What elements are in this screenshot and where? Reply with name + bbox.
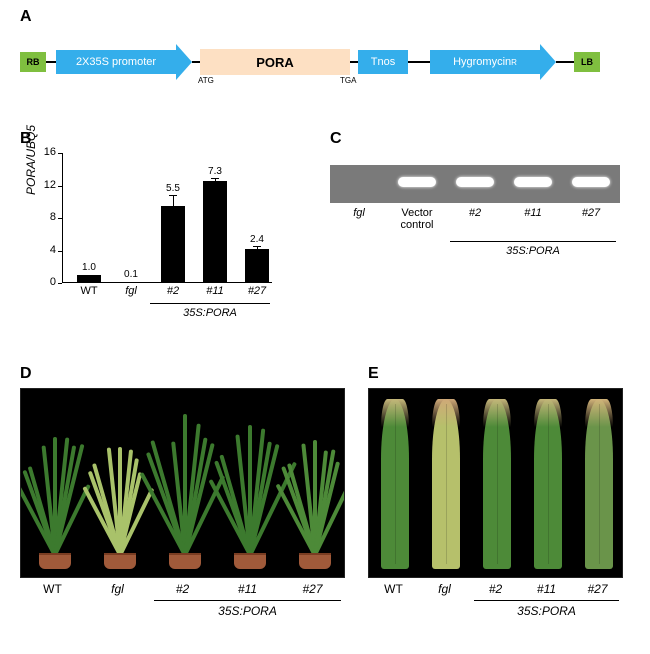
lane-label: Vectorcontrol	[388, 207, 446, 231]
panel-a-construct: RB 2X35S promoter ATG PORA TGA Tnos Hygr…	[20, 18, 630, 118]
gel-band	[572, 177, 610, 187]
leaf	[483, 399, 511, 569]
lane-label: #2	[446, 207, 504, 219]
plant	[29, 419, 79, 569]
sample-label: #27	[572, 582, 623, 596]
promoter-arrow: 2X35S promoter	[56, 50, 176, 74]
plant	[159, 419, 209, 569]
bar	[119, 282, 143, 283]
leaf	[381, 399, 409, 569]
group-label: 35S:PORA	[474, 604, 619, 618]
x-category-label: #2	[155, 285, 191, 297]
leaves-photo	[368, 388, 623, 578]
x-category-label: fgl	[113, 285, 149, 297]
plant	[289, 419, 339, 569]
y-tick-label: 8	[36, 211, 56, 223]
tga-label: TGA	[340, 76, 356, 85]
y-tick-label: 12	[36, 179, 56, 191]
lane-label: fgl	[330, 207, 388, 219]
hyg-sup: R	[511, 58, 517, 67]
bar-value-label: 0.1	[115, 269, 147, 280]
line-seg	[408, 61, 430, 63]
y-tick-label: 0	[36, 276, 56, 288]
sample-label: WT	[20, 582, 85, 596]
plant	[94, 419, 144, 569]
bar-value-label: 5.5	[157, 183, 189, 194]
gel-band	[456, 177, 494, 187]
sample-label: WT	[368, 582, 419, 596]
lane-label: #27	[562, 207, 620, 219]
plant	[224, 419, 274, 569]
lb-box: LB	[574, 52, 600, 72]
lane-label: #11	[504, 207, 562, 219]
sample-label: #11	[215, 582, 280, 596]
panel-c-gel: fglVectorcontrol#2#11#27 35S:PORA	[330, 145, 630, 295]
gel-band	[514, 177, 552, 187]
rb-box: RB	[20, 52, 46, 72]
sample-label: fgl	[85, 582, 150, 596]
bar-value-label: 2.4	[241, 234, 273, 245]
y-tick-label: 16	[36, 146, 56, 158]
line-seg	[192, 61, 200, 63]
sample-label: #11	[521, 582, 572, 596]
bar-value-label: 1.0	[73, 262, 105, 273]
bar	[77, 275, 101, 283]
leaf	[432, 399, 460, 569]
group-label: 35S:PORA	[154, 604, 341, 618]
gel-band	[398, 177, 436, 187]
plants-photo	[20, 388, 345, 578]
bar	[203, 181, 227, 283]
x-category-label: WT	[71, 285, 107, 297]
gel-image	[330, 165, 620, 203]
sample-label: #27	[280, 582, 345, 596]
line-seg	[350, 61, 358, 63]
bar	[161, 206, 185, 283]
line-seg	[46, 61, 56, 63]
line-seg	[556, 61, 574, 63]
tnos-box: Tnos	[358, 50, 408, 74]
x-category-label: #11	[197, 285, 233, 297]
bar	[245, 249, 269, 283]
y-tick-label: 4	[36, 244, 56, 256]
leaf	[585, 399, 613, 569]
bar-value-label: 7.3	[199, 166, 231, 177]
panel-e-photo: WTfgl#2#11#27 35S:PORA	[368, 370, 633, 630]
sample-label: #2	[150, 582, 215, 596]
group-label: 35S:PORA	[450, 245, 616, 257]
leaf	[534, 399, 562, 569]
sample-label: fgl	[419, 582, 470, 596]
group-label: 35S:PORA	[150, 307, 270, 319]
panel-b-chart: PORA/UBQ5 04812161.0WT0.1fgl5.5#27.3#112…	[20, 135, 300, 335]
hyg-text: Hygromycin	[453, 56, 511, 68]
atg-label: ATG	[198, 76, 214, 85]
hyg-arrow-head	[540, 44, 556, 80]
panel-d-photo: WTfgl#2#11#27 35S:PORA	[20, 370, 350, 630]
x-category-label: #27	[239, 285, 275, 297]
gene-box: PORA	[200, 49, 350, 75]
promoter-arrow-head	[176, 44, 192, 80]
sample-label: #2	[470, 582, 521, 596]
hyg-arrow: HygromycinR	[430, 50, 540, 74]
